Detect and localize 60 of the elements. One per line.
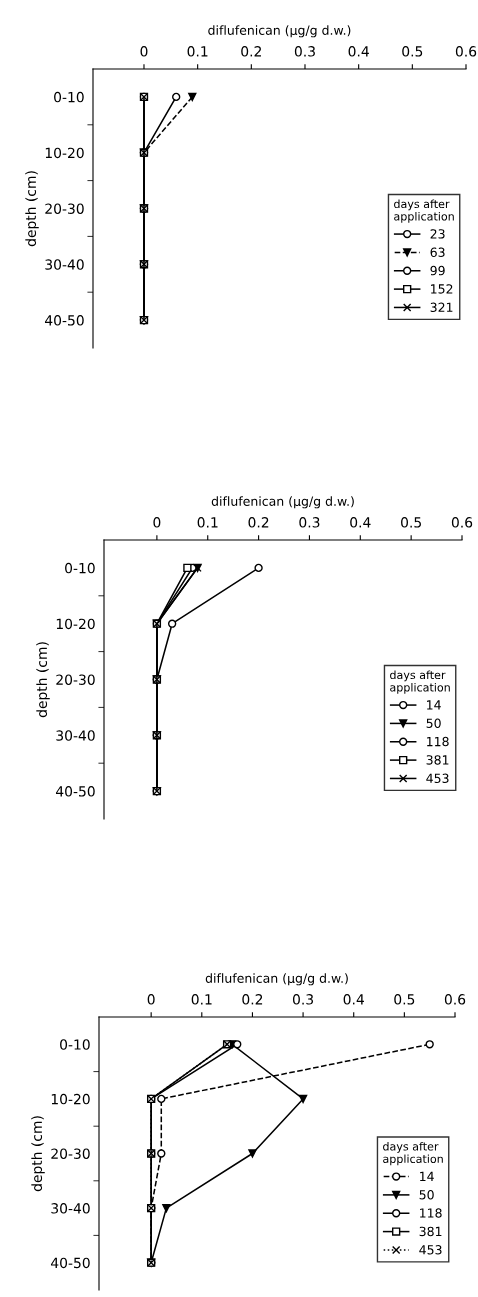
y-axis-title: depth (cm) <box>36 642 50 718</box>
y-tick-label: 30-40 <box>45 259 84 270</box>
x-tick-label: 0.2 <box>241 46 261 57</box>
legend-label: 50 <box>419 1189 434 1200</box>
y-tick-label: 40-50 <box>50 1257 90 1269</box>
x-tick-label: 0 <box>140 46 148 57</box>
x-tick-label: 0.6 <box>455 46 477 57</box>
x-tick-label: 0.4 <box>348 46 369 57</box>
x-tick-label: 0.1 <box>187 46 208 57</box>
x-tick-label: 0.6 <box>451 517 473 528</box>
legend-label: 14 <box>420 1171 434 1181</box>
x-tick-label: 0.5 <box>394 994 415 1005</box>
legend-title: days after application <box>383 1141 443 1166</box>
legend-label: 23 <box>430 229 445 239</box>
y-tick-label: 0-10 <box>54 91 84 103</box>
y-tick-label: 10-20 <box>56 618 95 630</box>
y-tick-label: 40-50 <box>55 786 95 797</box>
x-tick-label: 0.4 <box>343 994 364 1005</box>
legend-label: 14 <box>427 700 441 710</box>
legend-label: 381 <box>419 1226 442 1237</box>
x-tick-label: 0.3 <box>292 994 314 1005</box>
legend-label: 118 <box>427 736 449 747</box>
legend-label: 99 <box>430 265 445 276</box>
x-tick-label: 0.6 <box>444 994 466 1005</box>
legend-label: 381 <box>426 755 449 765</box>
legend-label: 118 <box>420 1208 442 1218</box>
y-tick-label: 20-30 <box>45 203 84 214</box>
y-axis-title: depth (cm) <box>31 1116 45 1192</box>
x-tick-label: 0 <box>153 517 161 528</box>
y-tick-label: 10-20 <box>51 1093 90 1105</box>
x-tick-label: 0.2 <box>242 994 263 1005</box>
y-tick-label: 40-50 <box>44 315 84 326</box>
legend-title: days after application <box>394 199 454 223</box>
legend-title: days after application <box>390 670 450 694</box>
x-axis-title: diflufenican (μg/g d.w.) <box>208 25 351 38</box>
x-axis-title: diflufenican (μg/g d.w.) <box>211 496 354 509</box>
x-tick-label: 0.2 <box>248 517 269 528</box>
x-tick-label: 0.3 <box>299 517 320 528</box>
legend-label: 453 <box>426 773 449 784</box>
x-tick-label: 0.5 <box>402 46 423 57</box>
y-tick-label: 0-10 <box>60 1039 90 1050</box>
x-tick-label: 0.5 <box>401 517 421 528</box>
x-tick-label: 0.3 <box>294 46 315 57</box>
x-tick-label: 0.4 <box>350 517 371 528</box>
y-tick-label: 30-40 <box>56 730 95 741</box>
y-tick-label: 10-20 <box>45 147 84 159</box>
legend-label: 63 <box>430 247 445 257</box>
y-tick-label: 0-10 <box>65 562 95 574</box>
legend-label: 321 <box>430 302 453 313</box>
legend-label: 453 <box>419 1245 442 1255</box>
x-tick-label: 0 <box>147 994 155 1005</box>
x-tick-label: 0.1 <box>191 994 212 1005</box>
y-tick-label: 30-40 <box>51 1203 90 1214</box>
y-axis-title: depth (cm) <box>25 171 39 247</box>
x-tick-label: 0.1 <box>197 517 218 528</box>
legend-label: 152 <box>431 284 453 294</box>
legend-label: 50 <box>426 718 441 728</box>
x-axis-title: diflufenican (μg/g d.w.) <box>205 973 348 986</box>
y-tick-label: 20-30 <box>56 674 95 685</box>
y-tick-label: 20-30 <box>51 1148 90 1159</box>
